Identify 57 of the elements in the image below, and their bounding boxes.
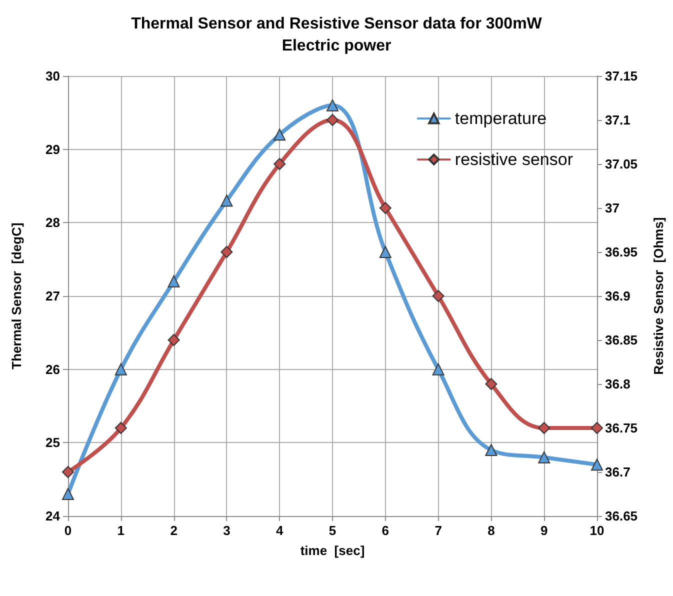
point: [62, 466, 74, 478]
point: [114, 422, 127, 434]
x-tick-label: 5: [328, 523, 336, 538]
y2-tick-label: 36.75: [605, 420, 638, 436]
point: [326, 99, 338, 112]
legend-label: temperature: [454, 109, 547, 128]
y2-tick-label: 37.05: [605, 156, 638, 172]
x-tick-label: 0: [64, 523, 72, 538]
point: [485, 378, 498, 390]
x-tick-label: 3: [223, 523, 230, 538]
y-tick-label: 30: [46, 68, 60, 84]
point: [168, 334, 180, 346]
x-tick-label: 10: [590, 523, 604, 538]
point: [538, 422, 550, 434]
point: [379, 202, 392, 214]
point: [591, 422, 603, 434]
point: [274, 158, 286, 170]
y2-tick-label: 36.8: [605, 376, 630, 392]
point: [432, 290, 444, 302]
y2-tick-label: 37.1: [605, 112, 630, 128]
y-tick-label: 25: [46, 435, 60, 450]
point: [220, 246, 233, 258]
x-tick-label: 4: [276, 523, 284, 538]
point: [168, 275, 180, 288]
point: [114, 363, 127, 376]
point: [326, 114, 338, 126]
y-axis-title: Thermal Sensor [degC]: [9, 222, 24, 370]
point: [432, 363, 444, 376]
y2-tick-label: 36.65: [605, 508, 638, 524]
y-tick-label: 26: [46, 362, 60, 377]
point: [538, 451, 550, 464]
point: [379, 246, 392, 258]
y-tick-label: 29: [46, 142, 60, 157]
y2-tick-label: 36.95: [605, 244, 638, 260]
point: [62, 488, 74, 500]
legend-label: resistive sensor: [454, 150, 574, 169]
x-tick-label: 2: [170, 523, 178, 538]
point: [220, 194, 233, 207]
y2-tick-label: 37.15: [605, 68, 638, 84]
y2-tick-label: 37: [605, 200, 620, 216]
point: [591, 458, 603, 471]
y-tick-label: 24: [46, 508, 61, 524]
x-tick-label: 7: [434, 523, 442, 538]
y2-tick-label: 36.9: [605, 288, 630, 304]
x-tick-label: 1: [117, 523, 125, 538]
y2-tick-label: 36.85: [605, 332, 638, 348]
y-tick-label: 28: [46, 215, 60, 230]
chart-title: Thermal Sensor and Resistive Sensor data for 300mW Electric power: [131, 16, 543, 54]
y2-tick-label: 36.7: [605, 464, 630, 480]
point: [274, 128, 286, 141]
point: [485, 444, 498, 456]
y2-axis-title: Resistive Sensor [Ohms]: [651, 217, 666, 375]
x-tick-label: 6: [382, 523, 390, 538]
x-tick-label: 8: [488, 523, 495, 538]
x-axis-title: time [sec]: [300, 543, 365, 558]
x-tick-label: 9: [540, 523, 548, 538]
y-tick-label: 27: [46, 288, 60, 304]
